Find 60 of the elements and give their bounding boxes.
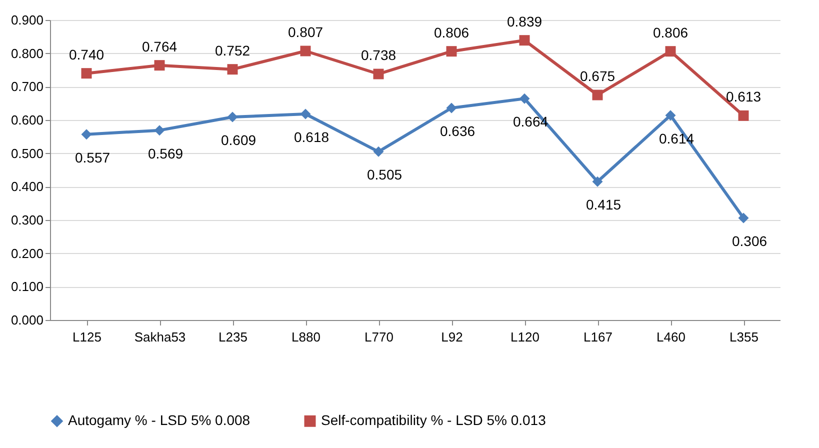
data-label: 0.675 — [580, 68, 616, 84]
data-label: 0.740 — [68, 46, 104, 62]
point — [519, 93, 530, 104]
x-tick-label: L235 — [218, 330, 248, 344]
data-label: 0.806 — [434, 24, 470, 40]
y-tick-label: 0.800 — [10, 46, 44, 61]
point — [227, 112, 238, 122]
y-tick-label: 0.600 — [10, 112, 44, 128]
data-label: 0.636 — [440, 123, 476, 139]
y-tick-label: 0.200 — [10, 246, 44, 261]
legend-label: Self-compatibility % - LSD 5% 0.013 — [321, 412, 546, 428]
data-label: 0.569 — [148, 145, 184, 162]
point — [300, 108, 311, 120]
x-tick-label: L460 — [656, 330, 686, 344]
data-label: 0.557 — [74, 149, 110, 166]
data-label: 0.415 — [586, 196, 622, 213]
point — [154, 125, 165, 136]
point — [592, 90, 603, 100]
y-tick-label: 0.300 — [10, 212, 44, 228]
point — [300, 46, 311, 56]
y-tick-label: 0.100 — [10, 279, 44, 294]
data-label: 0.807 — [288, 24, 324, 40]
x-tick-label: L880 — [292, 330, 320, 344]
data-label: 0.806 — [652, 24, 688, 40]
point — [738, 110, 749, 121]
data-label: 0.738 — [360, 47, 396, 63]
point — [373, 68, 384, 80]
x-tick-label: L770 — [364, 330, 394, 344]
data-label: 0.764 — [142, 38, 178, 54]
point — [154, 60, 165, 71]
data-label: 0.839 — [506, 13, 542, 30]
point — [81, 68, 92, 79]
point — [592, 176, 603, 187]
x-tick-label: L125 — [72, 330, 102, 344]
data-label: 0.505 — [366, 166, 402, 183]
legend-label: Autogamy % - LSD 5% 0.008 — [68, 412, 250, 428]
y-tick-label: 0.500 — [10, 146, 44, 161]
point — [738, 212, 749, 224]
point — [81, 129, 92, 140]
point — [665, 110, 676, 121]
y-tick-label: 0.400 — [10, 179, 44, 194]
data-label: 0.618 — [294, 129, 330, 145]
x-tick-label: L167 — [584, 330, 612, 344]
point — [446, 46, 457, 57]
point — [446, 102, 457, 114]
data-label: 0.752 — [214, 42, 250, 58]
point — [227, 64, 238, 75]
y-tick-label: 0.000 — [10, 312, 44, 328]
point — [373, 146, 384, 157]
x-tick-label: L92 — [441, 330, 463, 344]
x-tick-label: L120 — [510, 330, 540, 344]
data-label: 0.613 — [726, 88, 762, 105]
data-label: 0.306 — [732, 233, 768, 249]
x-tick-label: L355 — [730, 330, 758, 344]
y-tick-label: 0.700 — [10, 79, 44, 94]
y-tick-label: 0.900 — [10, 12, 44, 28]
data-label: 0.609 — [220, 132, 256, 148]
point — [519, 35, 530, 46]
x-tick-label: Sakha53 — [134, 330, 186, 344]
point — [665, 46, 676, 57]
